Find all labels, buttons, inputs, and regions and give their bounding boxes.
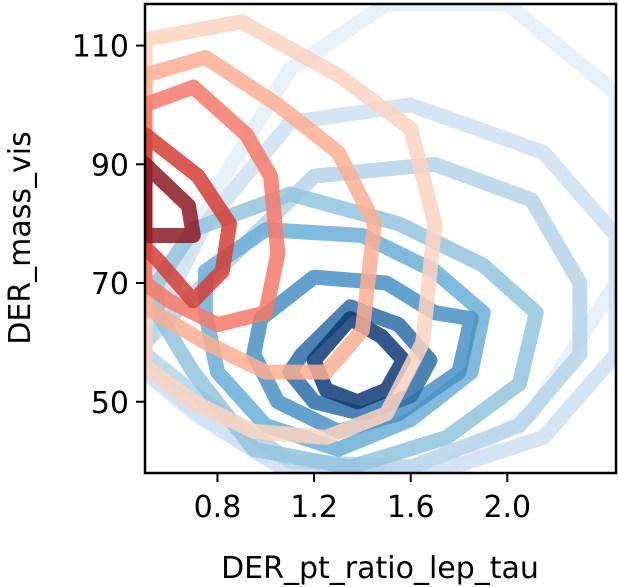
x-tick-label: 1.2 [290, 490, 338, 525]
blues-contour-level-8 [306, 311, 411, 410]
y-axis: 50 70 90 110 [72, 30, 145, 421]
x-tick-label: 1.6 [387, 490, 435, 525]
y-tick-label: 110 [72, 30, 129, 65]
reds-contour-level-2 [145, 49, 382, 380]
reds-contour-level-5 [145, 156, 201, 243]
y-tick-label: 90 [91, 148, 129, 183]
blues-contour-level-4 [149, 186, 544, 473]
x-axis-label: DER_pt_ratio_lep_tau [221, 551, 539, 586]
reds-contour-level-1 [145, 14, 443, 445]
x-tick-label: 0.8 [194, 490, 242, 525]
blues-contour-level-5 [197, 222, 491, 457]
x-axis: 0.8 1.2 1.6 2.0 [194, 473, 531, 525]
contour-layer [145, 4, 616, 473]
y-tick-label: 50 [91, 386, 129, 421]
y-tick-label: 70 [91, 267, 129, 302]
reds-contour-level-3 [145, 79, 286, 333]
reds-contour-level-4 [145, 127, 237, 309]
y-axis-label: DER_mass_vis [3, 131, 38, 345]
plot-frame [143, 2, 618, 475]
x-tick-label: 2.0 [483, 490, 531, 525]
